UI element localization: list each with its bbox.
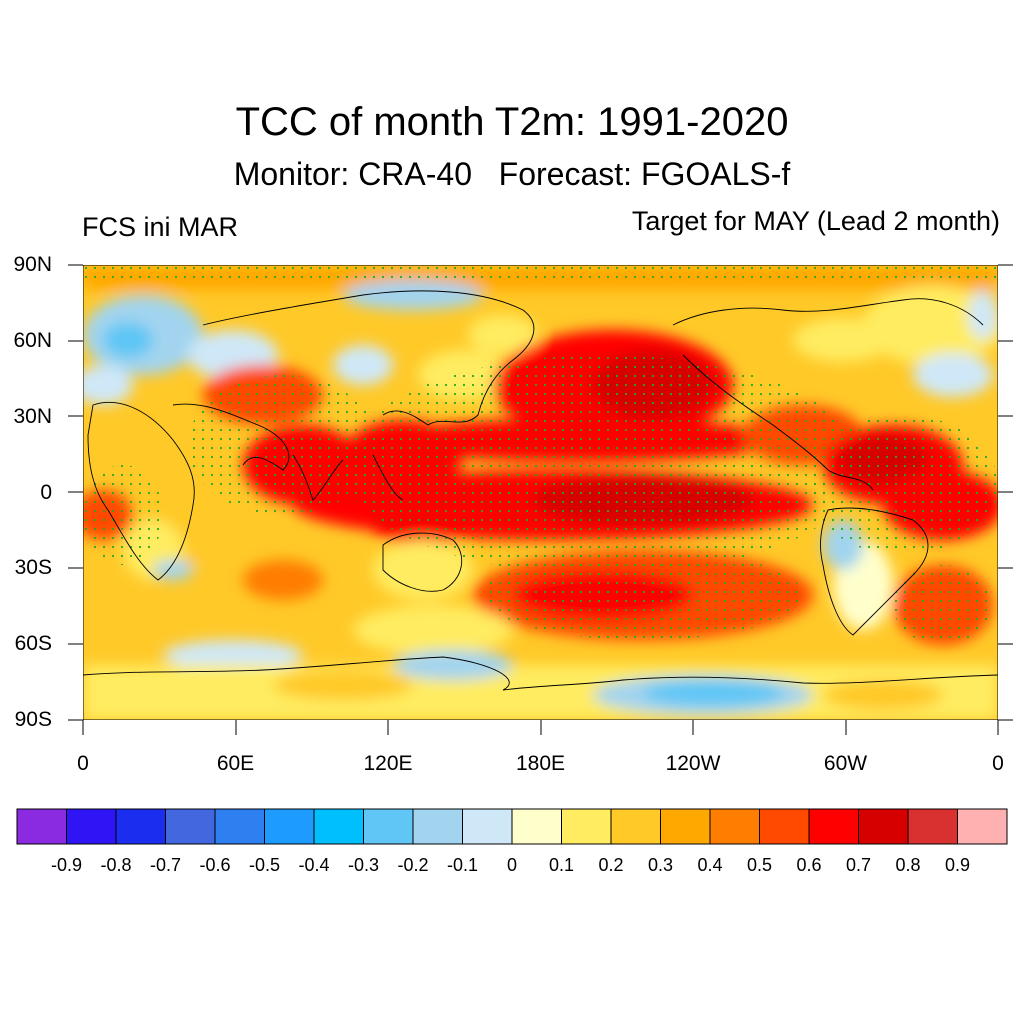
colorbar-label: -0.1: [446, 855, 479, 875]
coastlines: [83, 290, 998, 691]
chart-title: TCC of month T2m: 1991-2020: [235, 100, 789, 144]
colorbar-swatch: [66, 808, 117, 845]
colorbar-label: -0.2: [397, 855, 429, 875]
colorbar-label: -0.4: [298, 855, 330, 875]
chart-subtitle: Monitor: CRA-40 Forecast: FGOALS-f: [0, 156, 1024, 193]
colorbar-swatch: [165, 808, 216, 845]
colorbar-swatch: [462, 808, 513, 845]
x-tick-label: 120W: [665, 752, 721, 775]
forecast-label: Forecast: FGOALS-f: [498, 156, 791, 192]
colorbar-swatch: [511, 808, 562, 845]
colorbar-swatch: [561, 808, 612, 845]
colorbar-label: 0.5: [746, 855, 773, 875]
colorbar-label: 0.6: [796, 855, 822, 875]
colorbar-label: -0.9: [50, 855, 83, 875]
colorbar-swatch: [115, 808, 166, 845]
x-tick-label: 60W: [823, 752, 868, 775]
colorbar-swatch: [660, 808, 711, 845]
monitor-label: Monitor: CRA-40: [233, 156, 472, 192]
colorbar-swatch: [313, 808, 364, 845]
y-tick-label: 60S: [14, 632, 52, 656]
y-tick-label: 30S: [14, 556, 52, 580]
x-tick-label: 120E: [363, 752, 413, 775]
colorbar-label: -0.5: [248, 855, 281, 875]
colorbar-swatch: [214, 808, 265, 845]
colorbar-label: 0: [506, 855, 517, 875]
y-tick-label: 0: [40, 480, 52, 504]
colorbar: [16, 808, 1008, 845]
colorbar-label: 0.1: [548, 855, 575, 875]
target-label: Target for MAY (Lead 2 month): [631, 206, 1000, 236]
x-tick-label: 180E: [515, 752, 566, 775]
colorbar-swatch: [363, 808, 414, 845]
y-tick-label: 30N: [13, 404, 52, 428]
colorbar-swatch: [709, 808, 760, 845]
colorbar-label: 0.7: [845, 855, 872, 875]
colorbar-swatch: [957, 808, 1008, 845]
colorbar-swatch: [907, 808, 958, 845]
x-tick-label: 0: [77, 752, 89, 775]
colorbar-swatch: [759, 808, 810, 845]
significance-stippling: [83, 265, 998, 645]
colorbar-swatch: [412, 808, 463, 845]
colorbar-label: 0.3: [647, 855, 674, 875]
colorbar-label: 0.9: [944, 855, 971, 875]
colorbar-label: 0.8: [895, 855, 921, 875]
colorbar-label: 0.2: [598, 855, 624, 875]
colorbar-swatch: [264, 808, 315, 845]
colorbar-label: -0.3: [347, 855, 380, 875]
y-tick-label: 90S: [14, 708, 52, 731]
colorbar-label: -0.7: [149, 855, 182, 875]
colorbar-swatch: [858, 808, 909, 845]
x-tick-label: 60E: [216, 752, 255, 775]
colorbar-label: 0.4: [697, 855, 723, 875]
colorbar-label: -0.8: [100, 855, 132, 875]
colorbar-swatch: [610, 808, 661, 845]
y-tick-label: 90N: [13, 253, 52, 276]
y-tick-label: 60N: [13, 328, 52, 352]
init-label: FCS ini MAR: [82, 212, 239, 242]
correlation-map: [83, 265, 998, 720]
colorbar-swatch: [16, 808, 67, 845]
colorbar-label: -0.6: [199, 855, 231, 875]
colorbar-swatch: [808, 808, 859, 845]
x-tick-label: 0: [992, 752, 1004, 775]
